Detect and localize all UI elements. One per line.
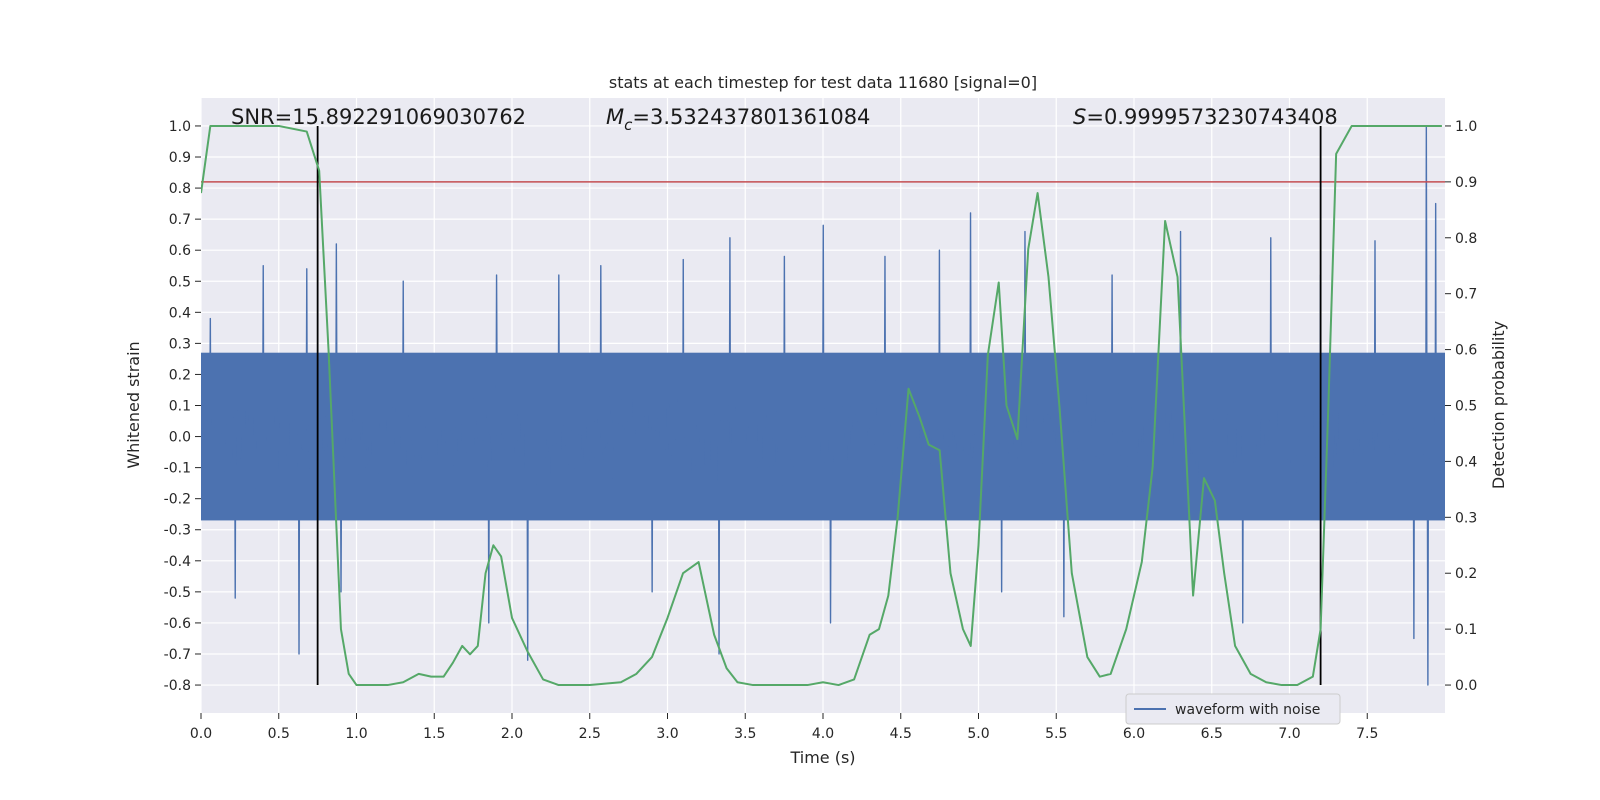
y-tick-label: 0.3 — [169, 336, 191, 352]
y-tick-label: 0.0 — [169, 430, 191, 446]
probability-series — [201, 124, 1442, 687]
x-tick-label: 0.0 — [190, 726, 212, 742]
probability-line — [201, 124, 1442, 687]
y-tick-label: -0.8 — [164, 678, 191, 694]
legend-box — [1125, 693, 1341, 725]
x-tick-label: 7.5 — [1356, 726, 1378, 742]
waveform-series — [201, 125, 1445, 686]
x-tick-label: 6.5 — [1201, 726, 1223, 742]
x-axis-ticks: 0.0 0.5 1.0 1.5 2.0 2.5 3.0 3.5 4.0 4.5 5.0 5.5 6.0 6… — [190, 713, 1378, 742]
y2-tick-label: 0.3 — [1455, 510, 1477, 526]
y-tick-label: 0.6 — [169, 243, 191, 259]
y-tick-label: 0.9 — [169, 150, 191, 166]
y2-tick-label: 0.8 — [1455, 231, 1477, 247]
x-tick-label: 3.0 — [656, 726, 678, 742]
y-tick-label: 0.2 — [169, 367, 191, 383]
y-tick-label: -0.7 — [164, 647, 191, 663]
x-tick-label: 5.5 — [1045, 726, 1067, 742]
y-tick-label: -0.5 — [164, 585, 191, 601]
y2-axis-ticks: 1.0 0.9 0.8 0.7 0.6 0.5 0.4 0.3 0.2 0.1 0.0 — [1445, 119, 1477, 694]
score-annotation: S=0.9999573230743408 — [1073, 105, 1338, 129]
x-axis-label: Time (s) — [789, 748, 855, 767]
y2-tick-label: 0.9 — [1455, 175, 1477, 191]
y-tick-label: 0.7 — [169, 212, 191, 228]
legend: waveform with noise — [1125, 693, 1341, 725]
snr-annotation: SNR=15.892291069030762 — [231, 105, 526, 129]
y-tick-label: 0.4 — [169, 305, 191, 321]
chirp-mass-symbol: M — [606, 105, 624, 129]
waveform-line — [201, 125, 1445, 686]
y2-tick-label: 0.7 — [1455, 287, 1477, 303]
y-tick-label: -0.6 — [164, 616, 191, 632]
y-tick-label: 0.8 — [169, 181, 191, 197]
y2-tick-label: 0.6 — [1455, 343, 1477, 359]
chart-title: stats at each timestep for test data 116… — [609, 73, 1037, 92]
y2-tick-label: 0.5 — [1455, 399, 1477, 415]
x-tick-label: 2.5 — [579, 726, 601, 742]
x-tick-label: 6.0 — [1123, 726, 1145, 742]
x-tick-label: 7.0 — [1278, 726, 1300, 742]
y2-axis-label: Detection probability — [1489, 321, 1508, 489]
x-tick-label: 0.5 — [268, 726, 290, 742]
x-tick-label: 3.5 — [734, 726, 756, 742]
y-tick-label: -0.2 — [164, 492, 191, 508]
y2-tick-label: 0.2 — [1455, 566, 1477, 582]
y2-tick-label: 0.1 — [1455, 622, 1477, 638]
score-value: =0.9999573230743408 — [1086, 105, 1337, 129]
chirp-mass-annotation: Mc=3.532437801361084 — [606, 105, 870, 134]
y-tick-label: -0.4 — [164, 554, 191, 570]
chirp-mass-subscript: c — [624, 116, 633, 134]
score-symbol: S — [1073, 105, 1086, 129]
x-tick-label: 5.0 — [967, 726, 989, 742]
y2-tick-label: 0.4 — [1455, 454, 1477, 470]
y-tick-label: -0.1 — [164, 461, 191, 477]
chirp-mass-value: =3.532437801361084 — [632, 105, 870, 129]
legend-label: waveform with noise — [1175, 702, 1320, 718]
y2-tick-label: 1.0 — [1455, 119, 1477, 135]
y-tick-label: 0.1 — [169, 399, 191, 415]
x-tick-label: 4.0 — [812, 726, 834, 742]
x-tick-label: 2.0 — [501, 726, 523, 742]
y-tick-label: -0.3 — [164, 523, 191, 539]
y-tick-label: 1.0 — [169, 119, 191, 135]
y2-tick-label: 0.0 — [1455, 678, 1477, 694]
reference-lines — [201, 125, 1445, 686]
x-tick-label: 1.0 — [345, 726, 367, 742]
y-tick-label: 0.5 — [169, 274, 191, 290]
x-tick-label: 4.5 — [890, 726, 912, 742]
y-axis-label: Whitened strain — [124, 341, 143, 468]
y-axis-ticks: 1.0 0.9 0.8 0.7 0.6 0.5 0.4 0.3 0.2 0.1 0.0 -0.1 -0.… — [164, 119, 201, 694]
x-tick-label: 1.5 — [423, 726, 445, 742]
